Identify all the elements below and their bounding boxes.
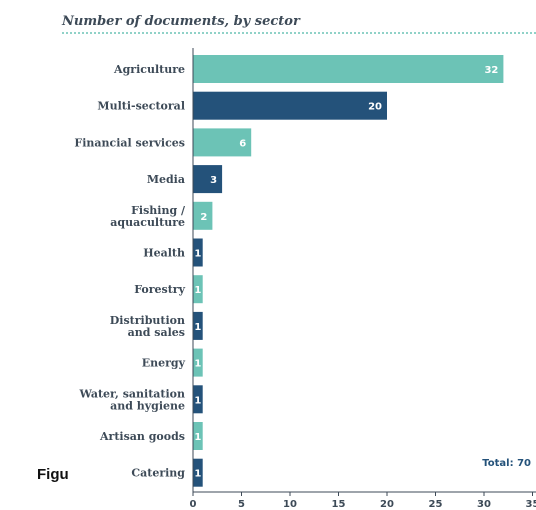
category-label-4: Fishing / aquaculture [110,204,186,229]
x-tick-label-6: 30 [477,499,491,510]
x-tick-label-5: 25 [429,499,443,510]
bar-5 [193,238,203,267]
bar-value-label-1: 20 [368,102,382,113]
bar-11 [193,458,203,487]
category-label-1: Multi-sectoral [97,100,185,113]
bar-value-label-11: 1 [194,469,201,480]
total-label: Total: 70 [482,458,531,469]
x-tick-label-0: 0 [190,499,197,510]
category-label-10: Artisan goods [99,430,185,443]
bar-2 [193,128,252,157]
bar-7 [193,311,203,340]
category-label-5: Health [143,247,185,260]
category-label-3: Media [147,173,185,186]
bar-0 [193,55,504,83]
chart-title: Number of documents, by sector [61,14,301,29]
bar-value-label-2: 6 [239,138,246,149]
category-label-7: Distribution and sales [110,314,185,339]
category-label-8: Energy [142,357,186,370]
bar-6 [193,275,203,304]
bar-3 [193,165,223,194]
category-label-2: Financial services [74,136,185,149]
bar-1 [193,91,387,120]
bar-value-label-9: 1 [194,395,201,406]
x-tick-label-1: 5 [238,499,245,510]
category-label-11: Catering [131,467,185,480]
bar-value-label-3: 3 [210,175,217,186]
category-label-6: Forestry [134,283,185,296]
bar-value-label-0: 32 [484,65,498,76]
caption-occluder [70,458,92,488]
x-tick-label-2: 10 [283,499,297,510]
x-tick-label-4: 20 [380,499,394,510]
x-tick-label-3: 15 [332,499,346,510]
category-label-0: Agriculture [113,63,185,76]
category-label-9: Water, sanitation and hygiene [78,387,185,412]
bar-value-label-5: 1 [194,249,201,260]
bar-9 [193,385,203,414]
figure-caption-fragment: Figu [37,466,69,483]
bar-value-label-6: 1 [194,285,201,296]
x-tick-label-7: 35 [526,499,536,510]
bar-4 [193,201,213,230]
bar-value-label-4: 2 [200,212,207,223]
bar-value-label-10: 1 [194,432,201,443]
bar-value-label-7: 1 [194,322,201,333]
bar-value-label-8: 1 [194,359,201,370]
bar-8 [193,348,203,377]
bar-10 [193,422,203,450]
